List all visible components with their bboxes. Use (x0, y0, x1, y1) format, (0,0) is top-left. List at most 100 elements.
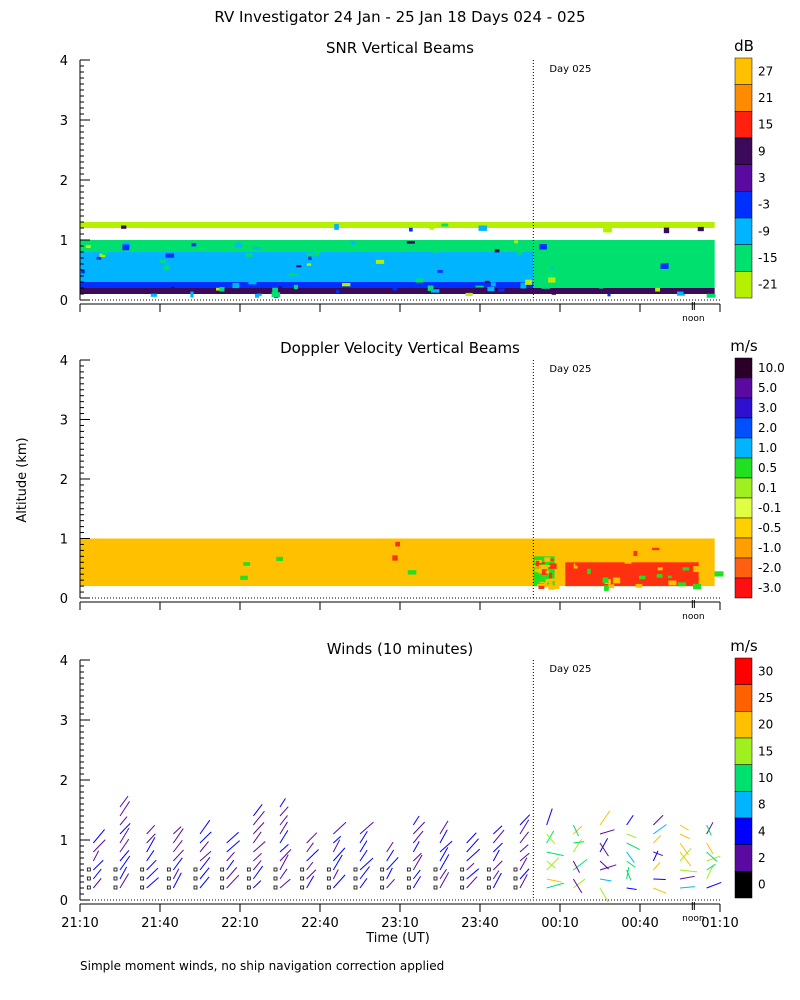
data-layer-0 (80, 288, 715, 294)
wind-barb (306, 832, 318, 844)
wind-barb (252, 852, 262, 862)
wind-calm-marker (433, 867, 438, 872)
wind-barb (706, 863, 716, 871)
wind-calm-marker (193, 876, 198, 881)
data-speckle (704, 560, 714, 564)
colorbar-swatch (734, 57, 753, 85)
colorbar-label: 0 (758, 878, 766, 892)
wind-barb (492, 842, 503, 853)
wind-barb (279, 868, 288, 880)
wind-barb (546, 882, 565, 889)
data-speckle (657, 567, 663, 571)
y-tick-label: 2 (60, 774, 68, 789)
data-speckle (392, 285, 397, 291)
data-speckle (682, 567, 690, 571)
y-tick-label: 2 (60, 473, 68, 488)
wind-barb (199, 831, 212, 844)
wind-barb (546, 878, 562, 883)
wind-barb (599, 842, 609, 857)
data-speckle (571, 547, 578, 551)
data-speckle (378, 553, 387, 558)
data-speckle (334, 223, 339, 230)
wind-barb (306, 875, 315, 889)
data-speckle (599, 548, 607, 552)
data-speckle (429, 225, 435, 230)
data-speckle (693, 583, 702, 590)
panel-winds: Winds (10 minutes) Time (UT) 0 1 2 3 4 Day 02… (60, 637, 774, 946)
wind-barb (626, 833, 637, 839)
colorbar-label: 27 (758, 64, 773, 78)
colorbar-swatch (734, 537, 753, 559)
wind-barb (546, 833, 556, 845)
data-speckle (612, 577, 621, 584)
wind-barb (492, 829, 505, 844)
data-speckle (607, 293, 611, 297)
wind-barb (492, 849, 500, 862)
wind-barb (466, 862, 475, 871)
y-tick-label: 4 (60, 54, 68, 69)
data-speckle (639, 575, 646, 580)
wind-barb (332, 835, 342, 844)
data-speckle (357, 576, 365, 583)
wind-barb (279, 821, 288, 835)
colorbar-label: -3.0 (758, 581, 781, 595)
wind-calm-marker (513, 885, 518, 890)
data-speckle (546, 567, 553, 571)
wind-barb (279, 815, 288, 826)
noon-label: noon (682, 612, 704, 622)
wind-barb (653, 824, 667, 835)
data-layer-0 (80, 538, 534, 587)
wind-barb (626, 869, 632, 881)
y-tick-label: 1 (60, 533, 68, 548)
wind-calm-marker (380, 876, 385, 881)
wind-barb (599, 864, 617, 871)
data-speckle (165, 253, 175, 258)
data-speckle (550, 266, 554, 270)
wind-calm-marker (300, 876, 305, 881)
data-speckle (520, 282, 527, 289)
wind-barb (172, 840, 183, 853)
wind-barb (573, 859, 588, 871)
data-speckle (306, 252, 314, 257)
wind-calm-marker (273, 867, 278, 872)
panel-title-snr: SNR Vertical Beams (326, 39, 474, 57)
data-speckle (271, 292, 281, 298)
wind-calm-marker (486, 885, 491, 890)
wind-barb (652, 850, 659, 862)
data-speckle (293, 284, 298, 290)
wind-calm-marker (326, 867, 331, 872)
wind-barb (519, 857, 528, 871)
x-tick-label: 21:10 (61, 916, 98, 931)
data-speckle (191, 243, 197, 247)
wind-barb (252, 831, 262, 844)
day-marker-label: Day 025 (549, 664, 591, 675)
wind-calm-marker (326, 876, 331, 881)
colorbar-label: 3 (758, 171, 766, 185)
data-layer-1 (80, 282, 534, 288)
data-speckle (652, 547, 660, 551)
wind-barb (412, 875, 421, 889)
wind-barb (626, 860, 636, 868)
wind-calm-marker (220, 885, 225, 890)
wind-barb (252, 860, 262, 871)
data-speckle (537, 583, 545, 586)
data-speckle (587, 568, 591, 575)
wind-barb (359, 849, 368, 862)
panel-snr: SNR Vertical Beams 0 1 2 3 4 Day 025 noon dB 27 2… (60, 37, 778, 324)
data-speckle (543, 562, 550, 567)
panel-title-doppler: Doppler Velocity Vertical Beams (280, 339, 520, 357)
wind-barb (519, 874, 528, 889)
colorbar-label: 8 (758, 798, 766, 812)
wind-barb (386, 841, 394, 853)
data-speckle (574, 569, 578, 574)
data-speckle (604, 569, 612, 572)
data-speckle (660, 263, 669, 269)
wind-barb (519, 852, 530, 862)
colorbar-swatch (734, 737, 753, 765)
data-speckle (622, 567, 630, 571)
data-speckle (541, 582, 548, 588)
wind-barb (252, 822, 265, 835)
wind-barb (412, 815, 420, 826)
wind-barb (359, 878, 368, 889)
wind-barb (306, 861, 314, 871)
